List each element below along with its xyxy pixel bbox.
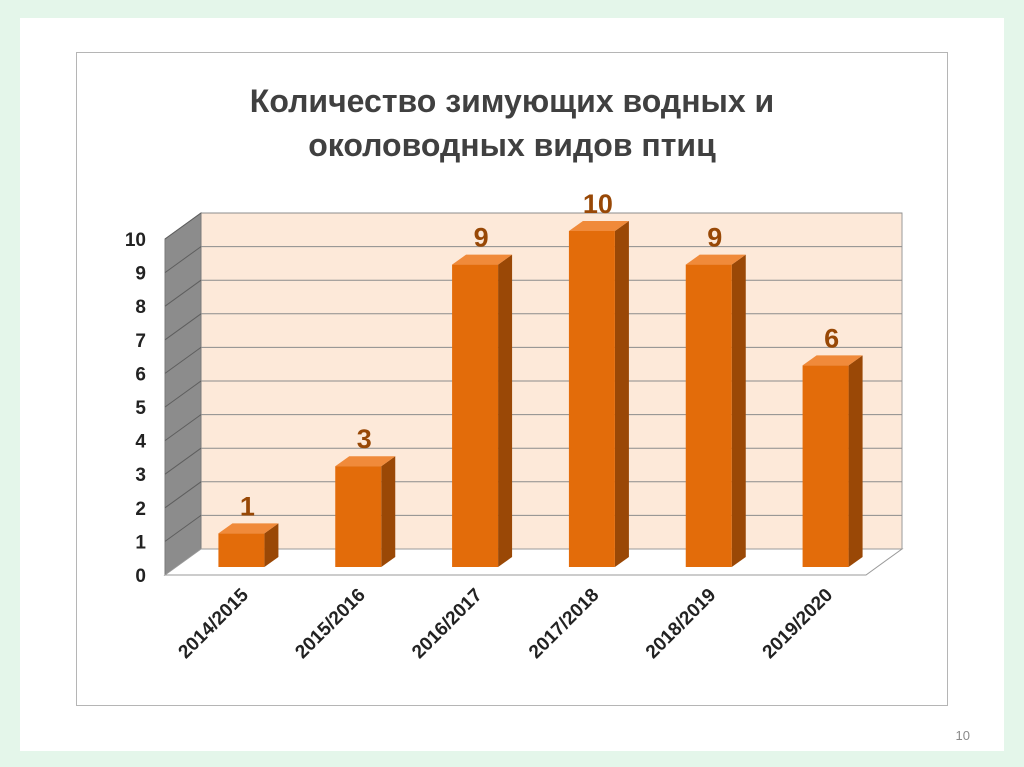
bar-side xyxy=(731,254,746,567)
x-tick-label: 2015/2016 xyxy=(291,585,369,663)
side-gridline xyxy=(164,414,202,442)
y-tick-label: 6 xyxy=(135,364,146,385)
data-label: 3 xyxy=(357,424,372,454)
data-label: 10 xyxy=(583,189,613,219)
y-tick-label: 8 xyxy=(135,297,146,318)
bar-top xyxy=(218,523,279,534)
y-tick-label: 4 xyxy=(135,432,146,453)
bar xyxy=(568,231,615,567)
bar-top xyxy=(335,456,396,467)
y-tick-label: 10 xyxy=(125,230,146,251)
page-number: 10 xyxy=(955,728,970,743)
x-tick-label: 2019/2020 xyxy=(759,585,837,663)
y-tick-label: 1 xyxy=(135,532,146,553)
side-gridline xyxy=(164,313,202,341)
bar-side xyxy=(264,523,279,567)
y-tick-label: 2 xyxy=(135,499,146,520)
side-gridline xyxy=(164,279,202,307)
bar-side xyxy=(614,221,629,567)
side-gridline xyxy=(164,212,202,240)
bar-side xyxy=(381,456,396,567)
data-label: 9 xyxy=(474,223,489,253)
bar-top xyxy=(568,221,629,231)
chart-title-line: околоводных видов птиц xyxy=(308,127,716,163)
x-tick-label: 2017/2018 xyxy=(525,585,603,663)
x-tick-label: 2016/2017 xyxy=(408,585,486,663)
bar-top xyxy=(685,254,746,265)
bar xyxy=(802,365,849,567)
y-tick-label: 7 xyxy=(135,331,146,352)
side-gridline xyxy=(164,346,202,374)
x-tick-label: 2014/2015 xyxy=(175,584,254,663)
y-tick-label: 3 xyxy=(135,465,146,486)
data-label: 9 xyxy=(707,223,722,253)
side-gridline xyxy=(164,246,202,274)
bar xyxy=(218,533,265,567)
bar-side xyxy=(498,254,513,567)
bar-top xyxy=(802,355,863,366)
x-tick-label: 2018/2019 xyxy=(642,585,720,663)
bar xyxy=(685,264,732,567)
y-tick-label: 5 xyxy=(135,398,146,419)
bar-side xyxy=(848,355,863,567)
bar xyxy=(452,264,499,567)
side-gridline xyxy=(164,481,202,509)
chart-title-line: Количество зимующих водных и xyxy=(250,83,774,119)
y-tick-label: 9 xyxy=(135,264,146,285)
bar xyxy=(335,466,382,567)
data-label: 1 xyxy=(240,491,255,521)
bar-top xyxy=(452,254,513,265)
side-gridline xyxy=(164,514,202,542)
side-gridline xyxy=(164,380,202,408)
side-gridline xyxy=(164,447,202,475)
data-label: 6 xyxy=(824,323,839,353)
y-tick-label: 0 xyxy=(135,566,146,587)
